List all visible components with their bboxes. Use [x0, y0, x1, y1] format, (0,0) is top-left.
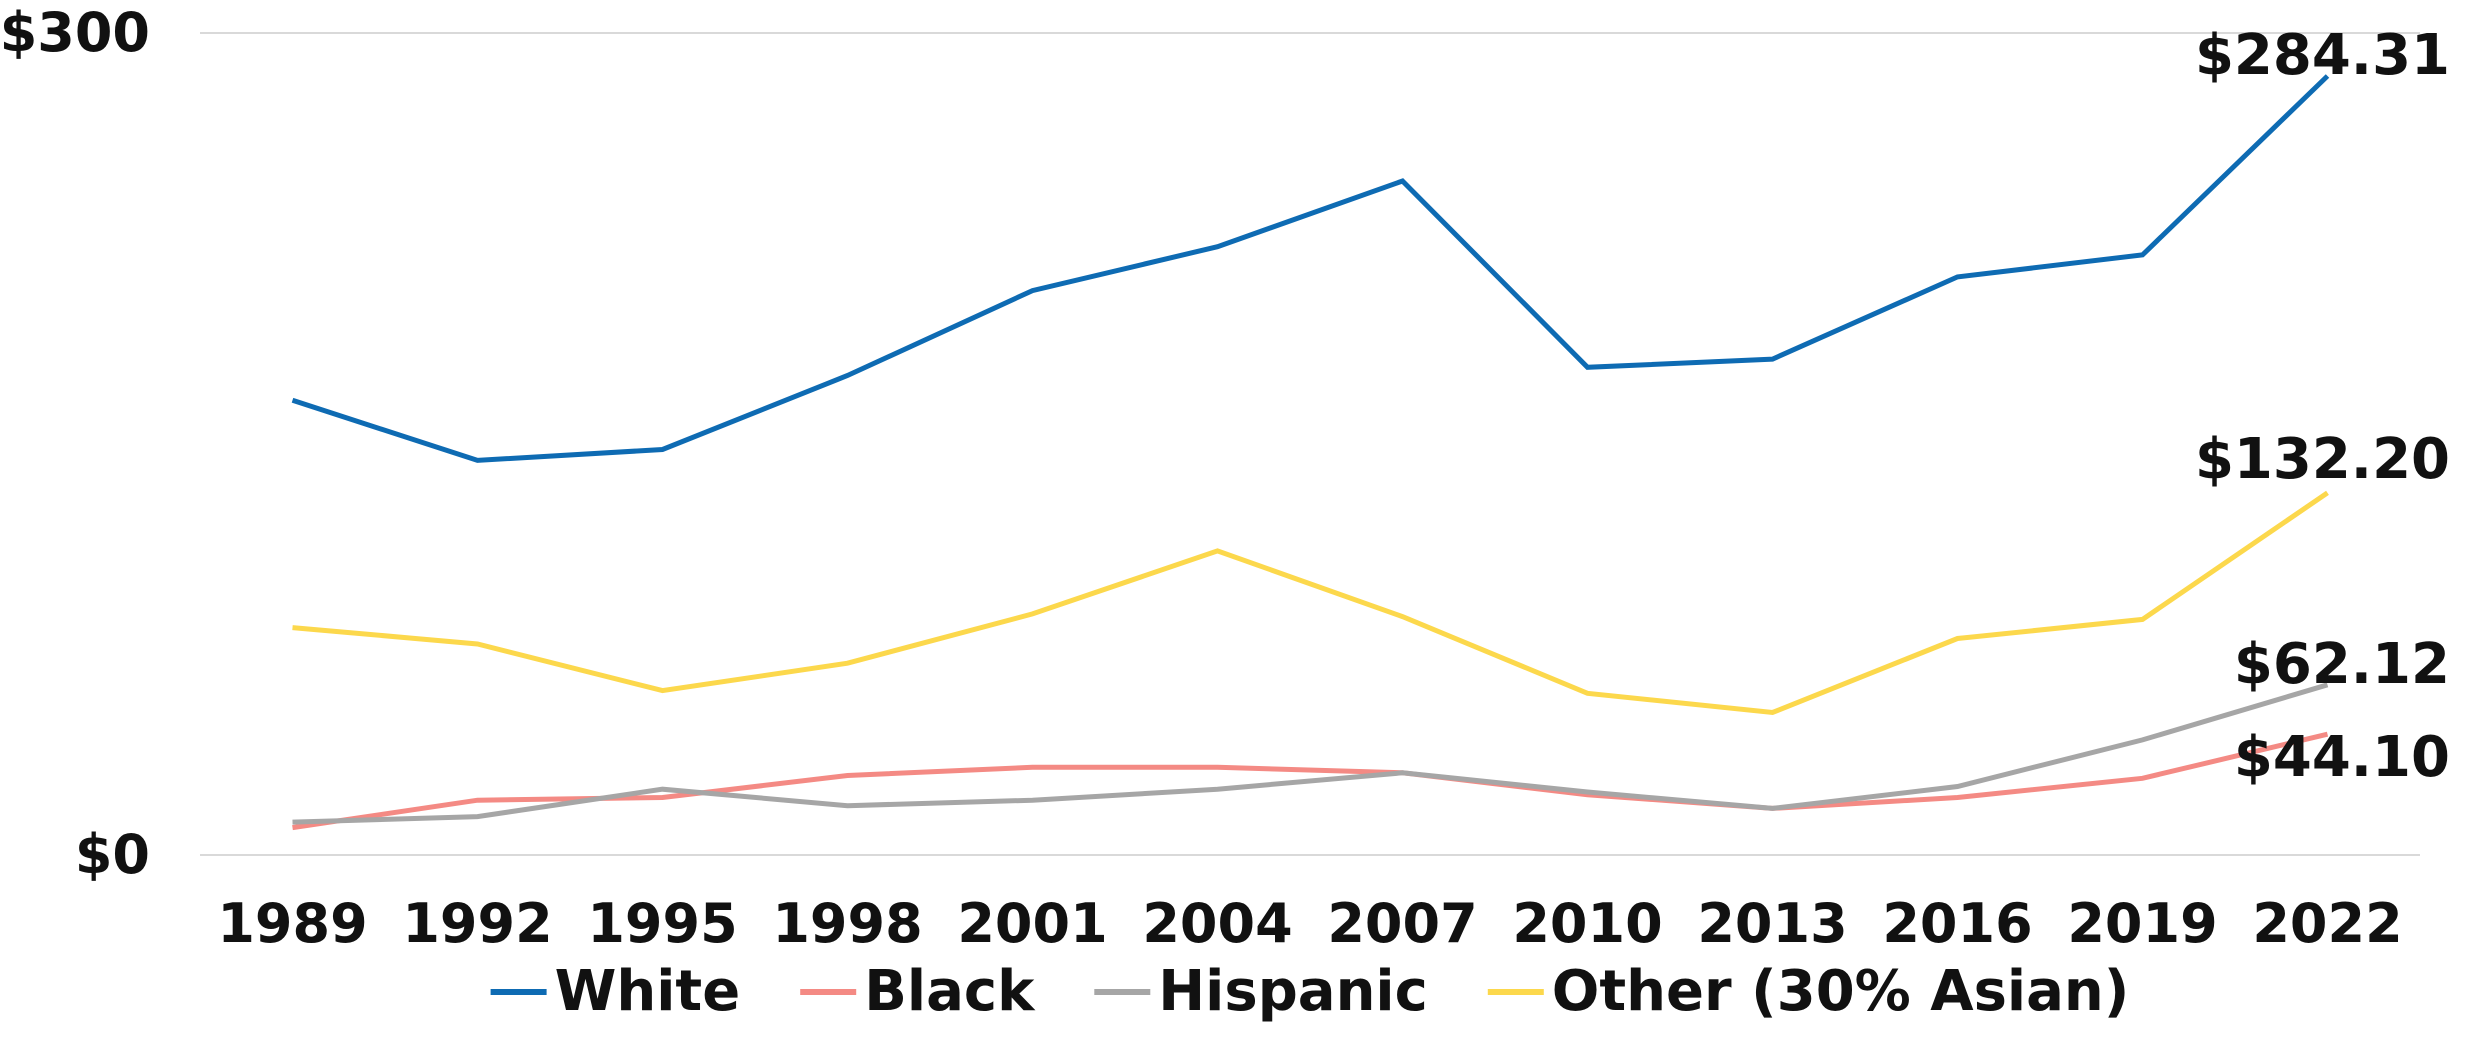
x-tick-label: 1995	[587, 892, 737, 955]
end-value-label: $132.20	[2195, 427, 2450, 492]
y-axis-tick-labels: $0 $300	[0, 1, 150, 886]
x-tick-label: 2004	[1142, 892, 1292, 955]
series-line-other-30-asian	[292, 490, 2329, 716]
legend-item: Other (30% Asian)	[1487, 959, 2130, 1024]
end-value-label: $44.10	[2234, 725, 2450, 790]
legend-item: Black	[800, 959, 1036, 1024]
end-value-label: $284.31	[2195, 23, 2450, 88]
legend-label: Hispanic	[1158, 959, 1428, 1024]
y-tick-label: $0	[75, 823, 150, 886]
gridlines	[200, 32, 2420, 856]
legend-label: Other (30% Asian)	[1552, 959, 2130, 1024]
x-axis-tick-labels: 1989 1992 1995 1998 2001 2004 2007 2010 2013 2016…	[217, 892, 2402, 955]
x-tick-label: 1989	[217, 892, 367, 955]
legend: White Black Hispanic Other (30% Asian)	[490, 959, 2130, 1024]
x-tick-label: 2007	[1327, 892, 1477, 955]
legend-label: Black	[864, 959, 1036, 1024]
x-tick-label: 2013	[1697, 892, 1847, 955]
x-tick-label: 2022	[2252, 892, 2402, 955]
series-lines	[291, 74, 2330, 831]
end-value-label: $62.12	[2234, 632, 2450, 697]
legend-label: White	[555, 959, 741, 1024]
x-tick-label: 1998	[772, 892, 922, 955]
legend-item: Hispanic	[1094, 959, 1428, 1024]
x-tick-label: 2001	[957, 892, 1107, 955]
y-tick-label: $300	[0, 1, 150, 64]
x-tick-label: 1992	[402, 892, 552, 955]
x-tick-label: 2010	[1512, 892, 1662, 955]
legend-item: White	[490, 959, 741, 1024]
end-value-labels: $284.31 $44.10 $62.12 $132.20	[2195, 23, 2450, 790]
x-tick-label: 2016	[1882, 892, 2032, 955]
series-line-hispanic	[292, 682, 2329, 825]
x-tick-label: 2019	[2067, 892, 2217, 955]
series-line-black	[292, 731, 2329, 831]
series-line-white	[291, 74, 2330, 463]
